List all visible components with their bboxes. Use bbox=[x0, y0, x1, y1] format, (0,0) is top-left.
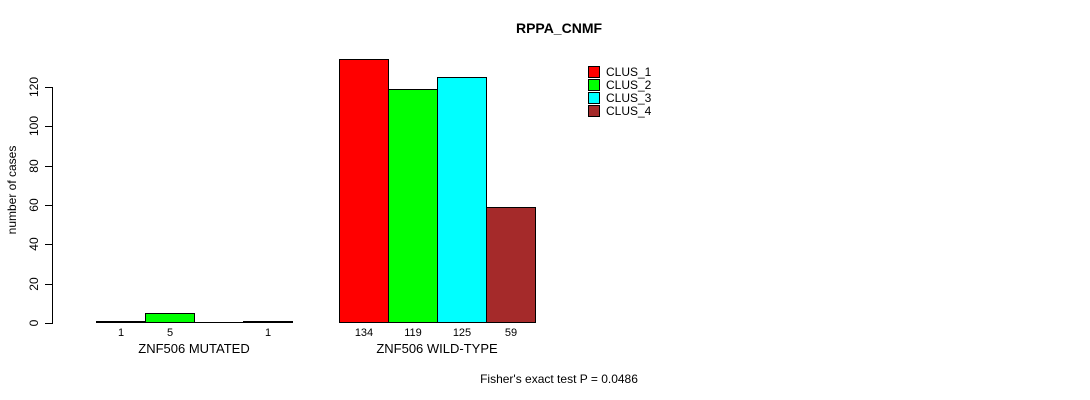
bar-clus_1-wildtype bbox=[339, 59, 389, 323]
x-axis-label-mutated: ZNF506 MUTATED bbox=[138, 341, 250, 356]
legend-label-clus_4: CLUS_4 bbox=[606, 104, 652, 118]
bar-value-label: 59 bbox=[504, 327, 518, 339]
y-axis-tick-label: 40 bbox=[27, 237, 41, 251]
bar-value-label: 1 bbox=[264, 327, 272, 339]
legend-label-clus_1: CLUS_1 bbox=[606, 65, 652, 79]
bar-clus_4-wildtype bbox=[486, 207, 536, 323]
legend-swatch-clus_2 bbox=[588, 79, 600, 91]
legend-swatch-clus_4 bbox=[588, 105, 600, 117]
bar-value-label: 119 bbox=[404, 327, 422, 339]
bar-clus_3-wildtype bbox=[437, 77, 487, 323]
bar-value-label: 134 bbox=[354, 327, 374, 339]
legend-swatch-clus_3 bbox=[588, 92, 600, 104]
legend-label-clus_2: CLUS_2 bbox=[606, 78, 652, 92]
y-axis-tick-label: 60 bbox=[27, 198, 41, 212]
x-axis-label-wildtype: ZNF506 WILD-TYPE bbox=[376, 341, 498, 356]
bar-value-label: 1 bbox=[117, 327, 125, 339]
y-axis-tick-label: 100 bbox=[27, 115, 41, 137]
y-axis-tick bbox=[45, 126, 52, 127]
legend-swatch-clus_1 bbox=[588, 66, 600, 78]
y-axis-tick-label: 20 bbox=[27, 277, 41, 291]
chart-title: RPPA_CNMF bbox=[515, 20, 603, 36]
bar-clus_2-wildtype bbox=[388, 89, 438, 323]
bar-clus_2-mutated bbox=[145, 313, 195, 323]
y-axis-line bbox=[52, 87, 53, 324]
bar-clus_3-mutated-zero bbox=[194, 322, 244, 323]
bar-clus_1-mutated bbox=[96, 321, 146, 323]
y-axis-tick-label: 80 bbox=[27, 159, 41, 173]
legend-label-clus_3: CLUS_3 bbox=[606, 91, 652, 105]
y-axis-tick bbox=[45, 323, 52, 324]
bar-value-label: 125 bbox=[452, 327, 472, 339]
y-axis-tick-label: 0 bbox=[27, 319, 41, 327]
bar-value-label: 5 bbox=[166, 327, 174, 339]
fisher-test-annotation: Fisher's exact test P = 0.0486 bbox=[480, 372, 638, 386]
y-axis-tick bbox=[45, 205, 52, 206]
y-axis-tick bbox=[45, 87, 52, 88]
bar-clus_4-mutated bbox=[243, 321, 293, 323]
y-axis-tick-label: 120 bbox=[27, 76, 41, 98]
y-axis-tick bbox=[45, 284, 52, 285]
y-axis-tick bbox=[45, 166, 52, 167]
y-axis-title: number of cases bbox=[5, 145, 19, 235]
y-axis-tick bbox=[45, 244, 52, 245]
